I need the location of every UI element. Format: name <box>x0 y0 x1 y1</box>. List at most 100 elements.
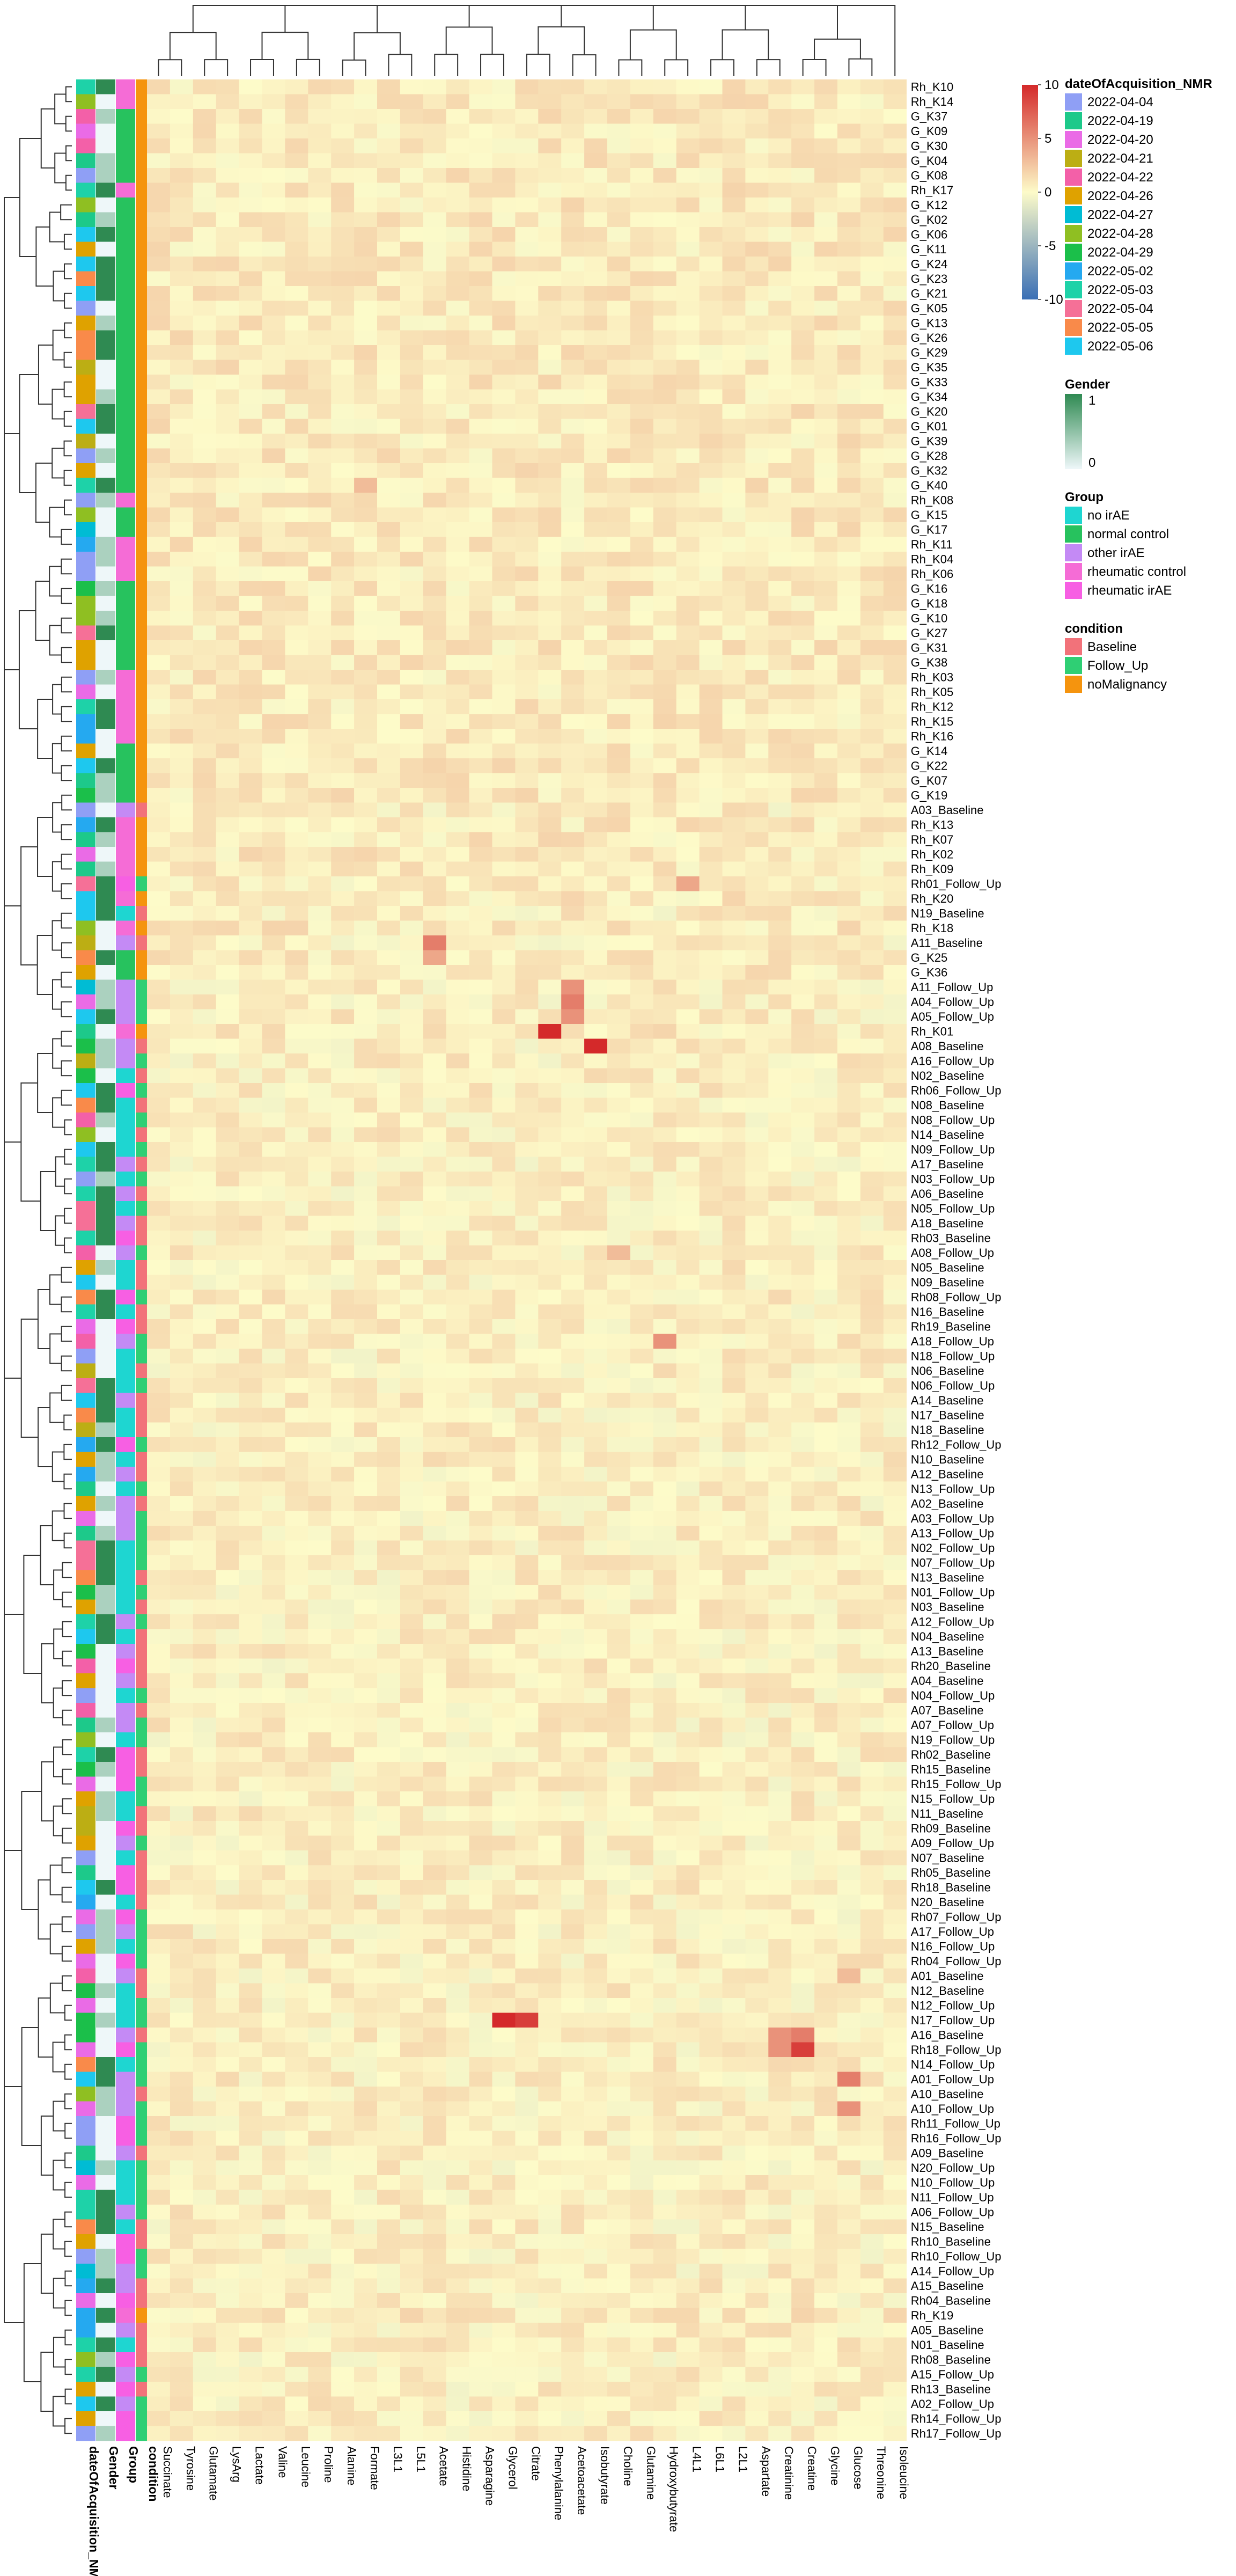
heatmap-cell <box>791 1393 815 1408</box>
heatmap-cell <box>285 714 308 729</box>
heatmap-cell <box>262 1186 285 1202</box>
heatmap-cell <box>837 1231 861 1246</box>
heatmap-cell <box>653 360 676 375</box>
heatmap-cell <box>814 507 838 523</box>
heatmap-cell <box>538 345 562 360</box>
heatmap-cell <box>515 1776 539 1792</box>
heatmap-cell <box>262 596 285 611</box>
annotation-cell-date <box>76 2382 95 2397</box>
heatmap-cell <box>377 227 401 242</box>
heatmap-cell <box>883 611 907 626</box>
heatmap-cell <box>538 773 562 788</box>
heatmap-cell <box>722 197 746 213</box>
annotation-cell-gender <box>96 2205 115 2220</box>
heatmap-cell <box>883 1791 907 1806</box>
heatmap-cell <box>653 611 676 626</box>
heatmap-cell <box>814 920 838 936</box>
annotation-cell-date <box>76 2396 95 2412</box>
heatmap-cell <box>538 1113 562 1128</box>
heatmap-cell <box>745 478 769 493</box>
annotation-cell-date <box>76 123 95 139</box>
heatmap-cell <box>814 1717 838 1733</box>
heatmap-cell <box>814 79 838 94</box>
heatmap-cell <box>354 832 378 847</box>
heatmap-cell <box>331 419 355 434</box>
heatmap-cell <box>722 1467 746 1482</box>
heatmap-cell <box>423 817 446 832</box>
heatmap-cell <box>745 596 769 611</box>
heatmap-cell <box>860 906 884 921</box>
heatmap-cell <box>768 1570 792 1585</box>
heatmap-cell <box>308 1378 332 1393</box>
heatmap-cell <box>308 552 332 567</box>
heatmap-cell <box>515 1157 539 1172</box>
heatmap-cell <box>193 1097 216 1113</box>
heatmap-cell <box>768 979 792 995</box>
heatmap-cell <box>446 1496 469 1511</box>
heatmap-cell <box>538 1835 562 1851</box>
heatmap-cell <box>791 182 815 198</box>
heatmap-cell <box>791 1083 815 1098</box>
heatmap-cell <box>722 581 746 596</box>
heatmap-cell <box>423 1924 446 1940</box>
heatmap-cell <box>423 1481 446 1497</box>
annotation-cell-date <box>76 1688 95 1703</box>
heatmap-cell <box>837 1629 861 1644</box>
heatmap-cell <box>722 1452 746 1467</box>
heatmap-cell <box>331 241 355 257</box>
heatmap-cell <box>193 1806 216 1821</box>
heatmap-cell <box>653 123 676 139</box>
heatmap-cell <box>308 1688 332 1703</box>
heatmap-cell <box>837 1821 861 1836</box>
heatmap-cell <box>469 817 492 832</box>
heatmap-cell <box>239 434 262 449</box>
heatmap-cell <box>423 832 446 847</box>
heatmap-cell <box>538 301 562 316</box>
heatmap-cell <box>446 1422 469 1438</box>
heatmap-cell <box>584 1585 608 1600</box>
heatmap-cell <box>814 1850 838 1865</box>
heatmap-cell <box>423 1732 446 1747</box>
heatmap-cell <box>216 1024 239 1039</box>
heatmap-cell <box>492 168 516 183</box>
heatmap-cell <box>239 1629 262 1644</box>
heatmap-cell <box>515 802 539 818</box>
heatmap-cell <box>515 832 539 847</box>
heatmap-cell <box>745 1614 769 1629</box>
dendrogram-branch <box>61 529 72 545</box>
heatmap-cell <box>676 1260 700 1275</box>
annotation-cell-group <box>116 2072 135 2087</box>
heatmap-cell <box>630 301 654 316</box>
heatmap-cell <box>561 389 585 405</box>
heatmap-cell <box>285 552 308 567</box>
heatmap-cell <box>561 1481 585 1497</box>
heatmap-cell <box>239 876 262 891</box>
heatmap-cell <box>860 1378 884 1393</box>
heatmap-cell <box>745 227 769 242</box>
heatmap-cell <box>285 1127 308 1143</box>
heatmap-cell <box>193 419 216 434</box>
heatmap-cell <box>170 1599 194 1615</box>
annotation-cell-gender <box>96 168 115 183</box>
heatmap-cell <box>331 729 355 744</box>
heatmap-cell <box>170 1791 194 1806</box>
heatmap-cell <box>768 1894 792 1910</box>
heatmap-cell <box>630 212 654 228</box>
heatmap-cell <box>285 1113 308 1128</box>
heatmap-cell <box>331 935 355 950</box>
heatmap-cell <box>745 1880 769 1895</box>
heatmap-cell <box>837 1673 861 1688</box>
heatmap-cell <box>331 182 355 198</box>
heatmap-cell <box>768 1408 792 1423</box>
heatmap-cell <box>377 1703 401 1718</box>
heatmap-cell <box>883 1850 907 1865</box>
heatmap-cell <box>446 1924 469 1940</box>
annotation-cell-gender <box>96 1511 115 1526</box>
heatmap-cell <box>722 1555 746 1570</box>
annotation-cell-group <box>116 1924 135 1940</box>
heatmap-cell <box>492 1290 516 1305</box>
heatmap-cell <box>768 994 792 1009</box>
annotation-cell-group <box>116 1688 135 1703</box>
heatmap-cell <box>791 1231 815 1246</box>
heatmap-cell <box>285 1821 308 1836</box>
